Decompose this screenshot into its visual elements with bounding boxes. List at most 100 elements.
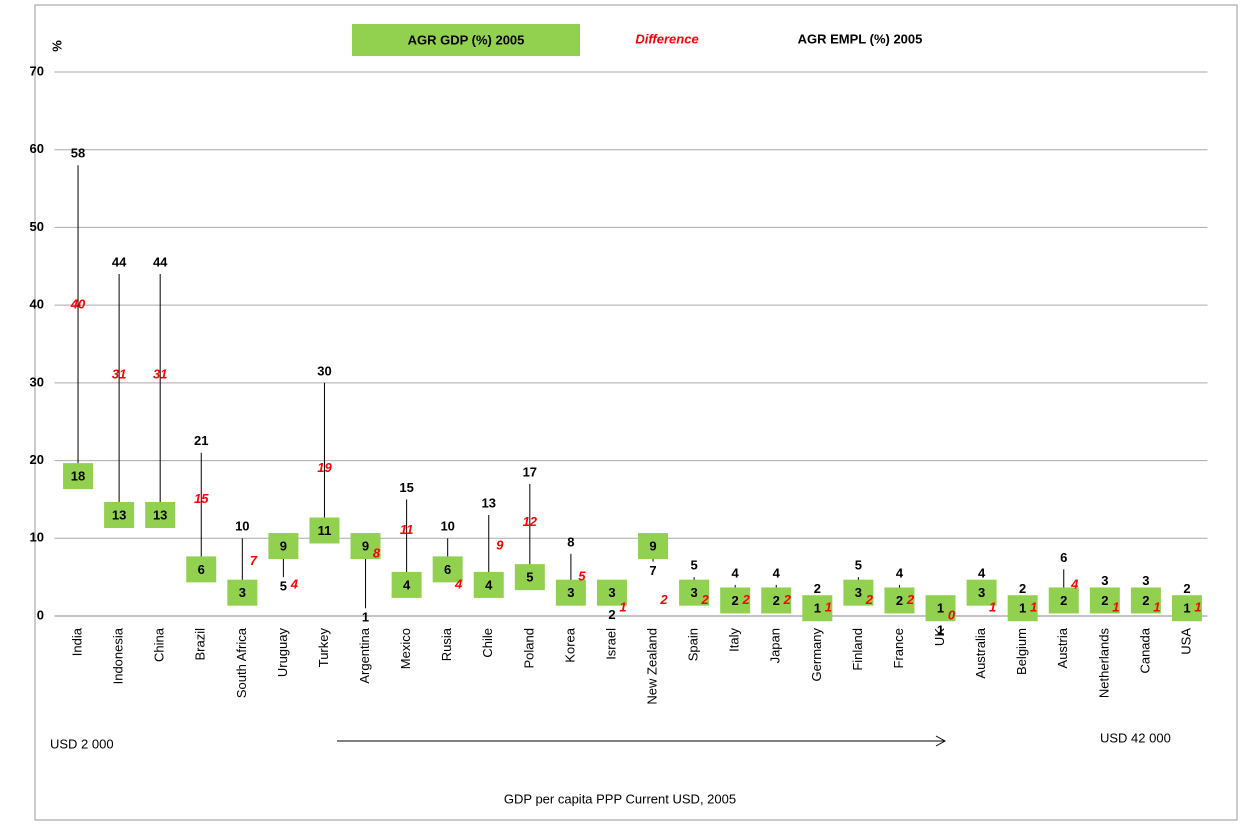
x-tick-label: Mexico <box>398 628 413 669</box>
gdp-label: 9 <box>362 538 369 553</box>
empl-label: 1 <box>362 610 369 625</box>
x-tick-label: USA <box>1178 628 1193 655</box>
difference-label: 2 <box>906 592 915 607</box>
x-tick-label: Israel <box>603 628 618 660</box>
difference-label: 1 <box>1194 600 1201 615</box>
gdp-box <box>1089 587 1120 614</box>
difference-label: 0 <box>948 607 956 622</box>
empl-label: 3 <box>1101 573 1108 588</box>
gdp-label: 3 <box>855 585 862 600</box>
x-tick-label: Rusia <box>439 627 454 661</box>
x-tick-label: Chile <box>480 628 495 658</box>
difference-label: 8 <box>373 545 381 560</box>
empl-label: 4 <box>896 565 904 580</box>
x-tick-label: Japan <box>768 628 783 663</box>
annotation: USD 42 000 <box>1100 730 1171 745</box>
empl-label: 1 <box>937 623 944 638</box>
x-tick-label: India <box>69 627 84 656</box>
gdp-box <box>514 564 545 591</box>
empl-label: 2 <box>1183 581 1190 596</box>
gdp-label: 2 <box>1142 593 1149 608</box>
difference-label: 1 <box>825 600 832 615</box>
x-tick-label: Brazil <box>193 628 208 661</box>
difference-label: 15 <box>194 491 209 506</box>
x-tick-label: Argentina <box>357 627 372 683</box>
gdp-box <box>432 556 463 583</box>
empl-label: 5 <box>280 579 287 594</box>
x-tick-label: Canada <box>1137 627 1152 673</box>
empl-label: 58 <box>71 146 85 161</box>
empl-label: 8 <box>567 534 574 549</box>
gdp-box <box>761 587 792 614</box>
y-tick-label: 70 <box>30 63 44 78</box>
difference-label: 4 <box>290 576 299 591</box>
gdp-label: 4 <box>403 577 411 592</box>
difference-label: 12 <box>523 514 538 529</box>
gdp-label: 6 <box>198 562 205 577</box>
gdp-box <box>391 571 422 598</box>
x-tick-label: Turkey <box>316 628 331 668</box>
x-tick-label: Italy <box>727 628 742 652</box>
empl-label: 10 <box>440 519 454 534</box>
gdp-box <box>596 579 627 606</box>
empl-label: 3 <box>1142 573 1149 588</box>
y-axis-label: % <box>49 40 64 52</box>
y-tick-label: 50 <box>30 219 44 234</box>
gdp-box <box>473 571 504 598</box>
gdp-box <box>63 463 94 490</box>
gdp-label: 2 <box>732 593 739 608</box>
x-tick-label: UK <box>932 628 947 646</box>
gdp-label: 3 <box>567 585 574 600</box>
gdp-label: 6 <box>444 562 451 577</box>
x-tick-label: Uruguay <box>275 628 290 678</box>
gdp-box <box>720 587 751 614</box>
difference-label: 4 <box>454 576 463 591</box>
gdp-box <box>1171 595 1202 622</box>
gdp-label: 5 <box>526 570 533 585</box>
gdp-box <box>1130 587 1161 614</box>
empl-label: 30 <box>317 363 331 378</box>
gdp-label: 1 <box>814 601 821 616</box>
legend-entry: AGR GDP (%) 2005 <box>408 32 525 47</box>
gdp-box <box>802 595 833 622</box>
gdp-label: 4 <box>485 577 493 592</box>
empl-label: 21 <box>194 433 208 448</box>
difference-label: 7 <box>250 553 258 568</box>
x-tick-label: Poland <box>521 628 536 668</box>
gdp-box <box>925 595 956 622</box>
arrow-head <box>935 735 947 747</box>
difference-label: 1 <box>989 600 996 615</box>
gdp-label: 3 <box>978 585 985 600</box>
y-tick-label: 40 <box>30 297 44 312</box>
gdp-label: 13 <box>112 507 126 522</box>
gdp-box <box>679 579 710 606</box>
empl-label: 15 <box>399 480 413 495</box>
gdp-label: 2 <box>1060 593 1067 608</box>
x-tick-label: Indonesia <box>111 627 126 684</box>
empl-label: 4 <box>732 565 740 580</box>
gdp-label: 13 <box>153 507 167 522</box>
legend-swatch <box>352 24 580 56</box>
gdp-box <box>309 517 340 544</box>
x-tick-label: Netherlands <box>1096 628 1111 699</box>
gdp-box <box>638 533 669 560</box>
gdp-label: 2 <box>1101 593 1108 608</box>
difference-label: 11 <box>400 522 414 537</box>
gdp-label: 2 <box>896 593 903 608</box>
empl-label: 13 <box>482 495 496 510</box>
difference-label: 2 <box>865 592 874 607</box>
difference-label: 31 <box>112 367 126 382</box>
x-tick-label: Korea <box>562 627 577 662</box>
legend-entry: AGR EMPL (%) 2005 <box>798 31 923 46</box>
difference-label: 19 <box>317 460 332 475</box>
legend-entry: Difference <box>635 31 698 46</box>
x-tick-label: Belgium <box>1014 628 1029 675</box>
chart-border <box>34 4 1238 821</box>
empl-label: 10 <box>235 519 249 534</box>
difference-label: 9 <box>496 537 504 552</box>
gdp-label: 18 <box>71 469 85 484</box>
difference-label: 1 <box>619 600 626 615</box>
y-tick-label: 30 <box>30 374 44 389</box>
empl-label: 5 <box>855 558 862 573</box>
